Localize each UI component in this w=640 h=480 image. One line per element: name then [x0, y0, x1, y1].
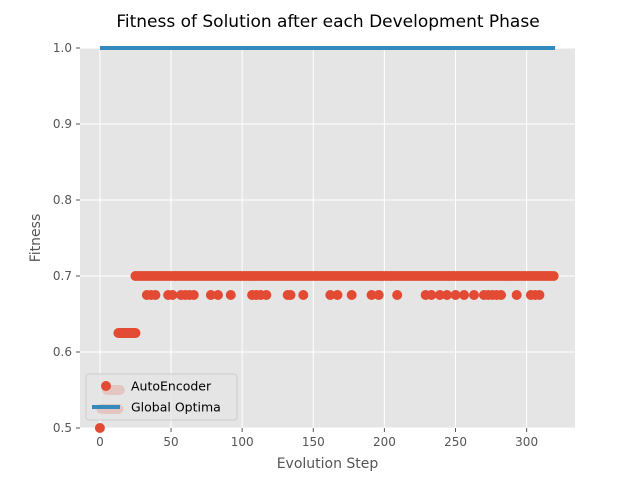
- autoencoder-point: [298, 290, 309, 300]
- autoencoder-point: [130, 328, 141, 338]
- y-tick-label: 0.7: [53, 269, 72, 283]
- legend: AutoEncoder Global Optima: [85, 373, 238, 421]
- autoencoder-point: [225, 290, 236, 300]
- legend-box: [85, 373, 238, 421]
- autoencoder-point: [450, 290, 461, 300]
- chart-title: Fitness of Solution after each Developme…: [116, 12, 539, 32]
- x-axis-label: Evolution Step: [277, 456, 379, 472]
- autoencoder-point: [469, 290, 480, 300]
- autoencoder-point: [346, 290, 357, 300]
- autoencoder-point: [332, 290, 343, 300]
- autoencoder-point: [548, 271, 559, 281]
- autoencoder-series: [94, 271, 559, 433]
- plot-area: [80, 48, 575, 428]
- legend-marker-autoencoder: [101, 381, 111, 391]
- autoencoder-point: [285, 290, 296, 300]
- legend-label-autoencoder: AutoEncoder: [131, 379, 212, 394]
- autoencoder-point: [459, 290, 470, 300]
- autoencoder-point: [434, 290, 445, 300]
- autoencoder-point: [325, 290, 336, 300]
- y-tick-label: 0.6: [53, 345, 72, 359]
- y-axis-label: Fitness: [28, 214, 44, 263]
- x-tick-label: 300: [515, 435, 538, 449]
- x-tick-label: 200: [373, 435, 396, 449]
- x-tick-label: 250: [444, 435, 467, 449]
- x-tick-label: 0: [96, 435, 104, 449]
- y-tick-label: 0.5: [53, 421, 72, 435]
- x-tick-label: 150: [302, 435, 325, 449]
- y-tick-label: 0.8: [53, 193, 72, 207]
- autoencoder-point: [511, 290, 522, 300]
- autoencoder-point: [150, 290, 161, 300]
- x-tick-label: 100: [231, 435, 254, 449]
- autoencoder-point: [261, 290, 272, 300]
- autoencoder-point: [94, 423, 105, 433]
- autoencoder-point: [496, 290, 507, 300]
- autoencoder-point: [441, 290, 452, 300]
- autoencoder-point: [366, 290, 377, 300]
- autoencoder-point: [205, 290, 216, 300]
- legend-label-global-optima: Global Optima: [131, 400, 221, 415]
- autoencoder-point: [534, 290, 545, 300]
- autoencoder-point: [392, 290, 403, 300]
- autoencoder-point: [373, 290, 384, 300]
- autoencoder-point: [167, 290, 178, 300]
- y-tick-label: 1.0: [53, 41, 72, 55]
- x-tick-label: 50: [163, 435, 178, 449]
- autoencoder-point: [188, 290, 199, 300]
- autoencoder-point: [212, 290, 223, 300]
- y-tick-label: 0.9: [53, 117, 72, 131]
- axis-ticks: 0 50 100 150 200 250 300 0.5 0.6 0.7 0.8 0.9 1.0: [53, 41, 538, 449]
- autoencoder-point: [426, 290, 437, 300]
